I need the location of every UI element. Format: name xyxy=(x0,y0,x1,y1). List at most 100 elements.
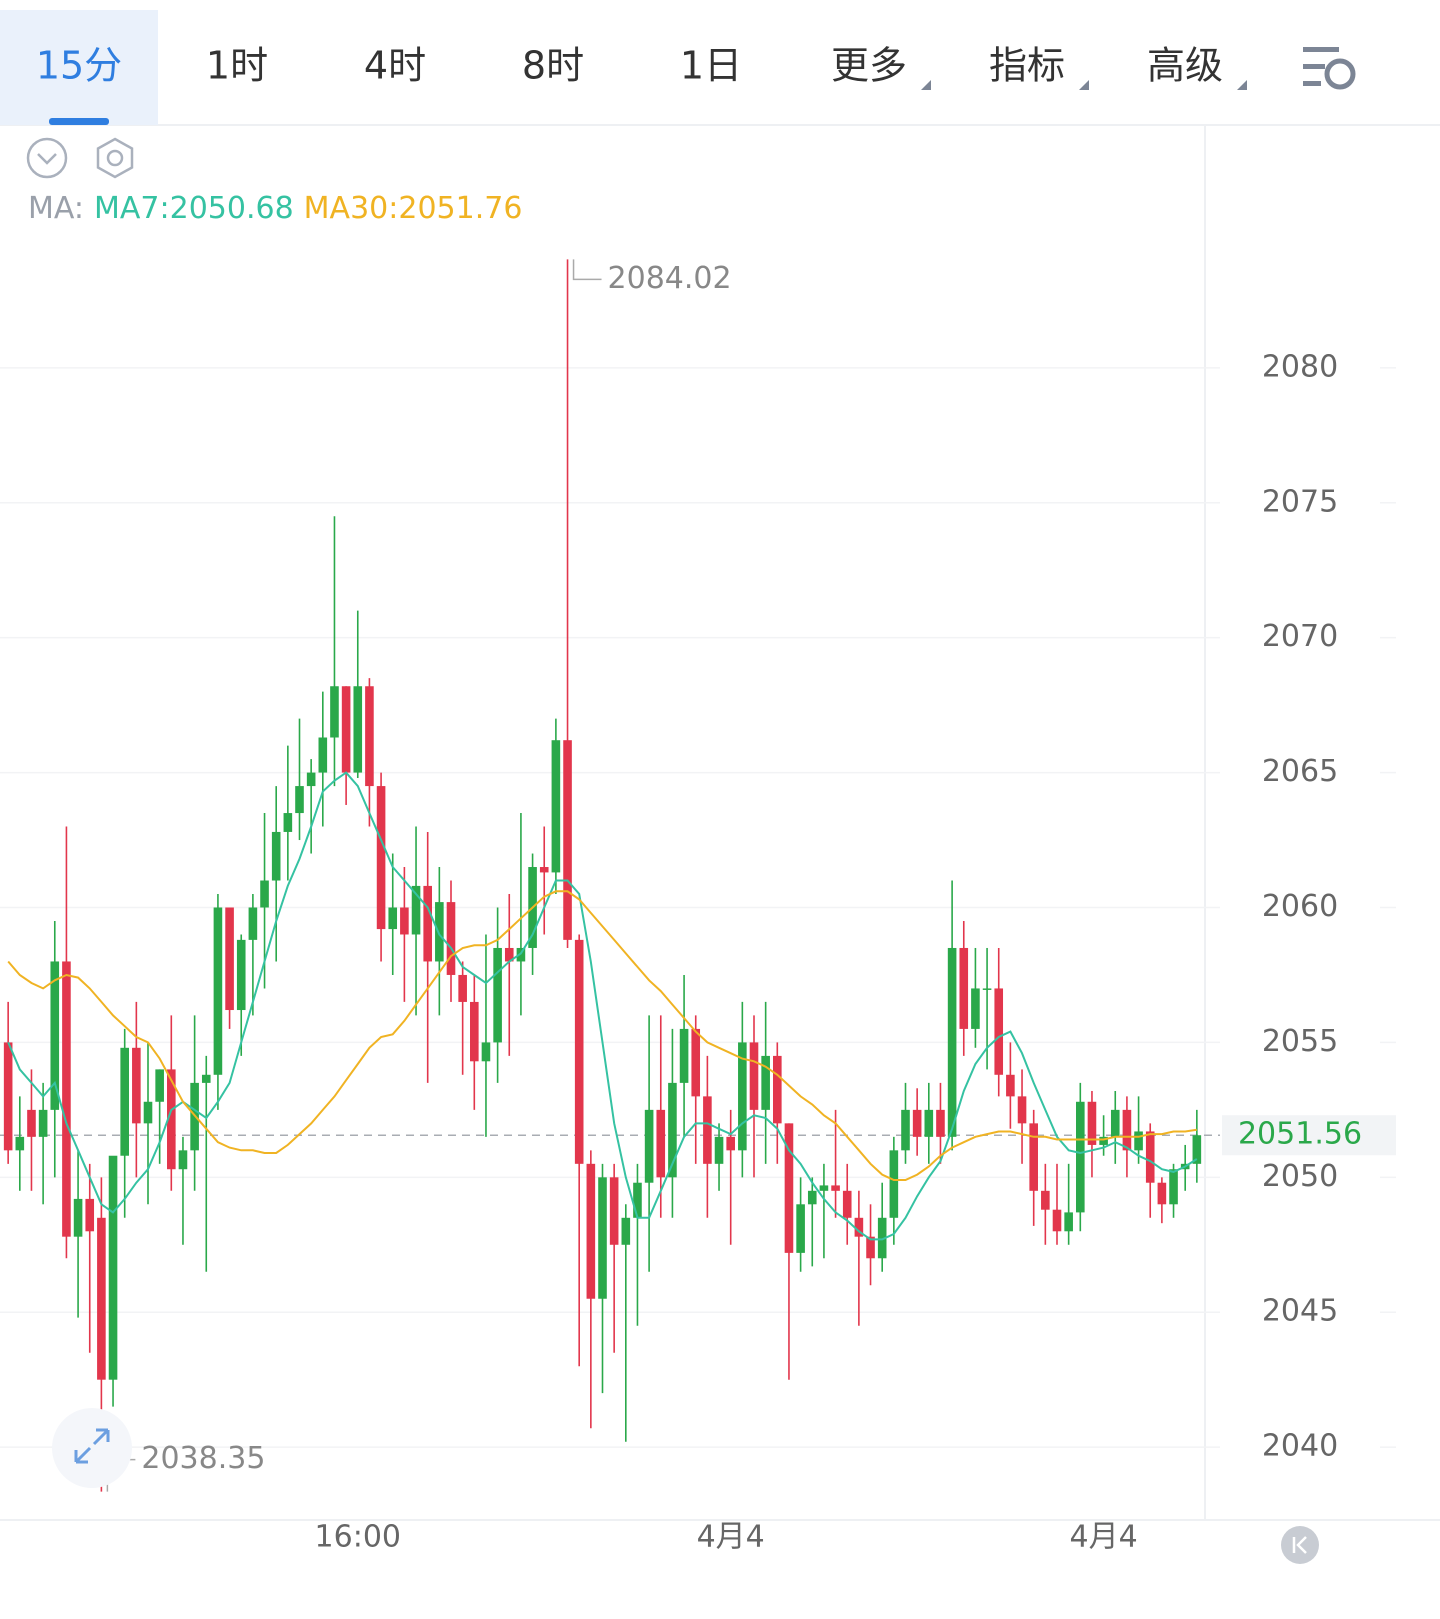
candle-body xyxy=(213,907,223,1075)
candle-body xyxy=(400,907,409,935)
candle-body xyxy=(167,1069,176,1170)
candle-body xyxy=(85,1198,95,1232)
y-tick-label: 2055 xyxy=(1262,1024,1338,1059)
settings-icon[interactable] xyxy=(1303,47,1356,90)
candle-body xyxy=(1157,1182,1167,1205)
candle-body xyxy=(691,1028,701,1097)
candle-body xyxy=(703,1096,712,1164)
candle-body xyxy=(971,988,980,1029)
candle-body xyxy=(295,786,304,814)
ma-label: MA: xyxy=(28,191,84,226)
candle-body xyxy=(738,1042,747,1151)
candle-body xyxy=(306,772,316,787)
candle-body xyxy=(353,686,363,773)
candle-body xyxy=(1041,1190,1050,1210)
candle-body xyxy=(201,1074,211,1083)
tab-label[interactable]: 更多 xyxy=(831,44,907,88)
candle-body xyxy=(504,947,514,962)
candle-body xyxy=(1052,1209,1062,1232)
candle-body xyxy=(539,867,549,873)
candle-body xyxy=(831,1185,840,1191)
active-tab-indicator xyxy=(49,118,109,125)
candle-body xyxy=(994,988,1004,1075)
candle-body xyxy=(796,1204,805,1253)
candle-body xyxy=(446,902,456,975)
tab-label[interactable]: 8时 xyxy=(522,44,584,88)
candle-body xyxy=(819,1185,829,1191)
candle-body xyxy=(470,1001,479,1062)
candle-body xyxy=(1087,1101,1097,1145)
candle-body xyxy=(73,1198,83,1237)
low-label: 2038.35 xyxy=(141,1441,265,1476)
candle-body xyxy=(260,880,269,908)
tab-bar: 15分 1时 4时 8时 1日 更多 指标 高级 xyxy=(0,10,1247,125)
candle-body xyxy=(901,1109,910,1151)
candle-body xyxy=(726,1136,735,1151)
candle-body xyxy=(388,907,398,930)
y-tick-label: 2045 xyxy=(1262,1294,1338,1329)
candle-body xyxy=(120,1047,129,1156)
tab-label[interactable]: 4时 xyxy=(364,44,426,88)
candle-body xyxy=(15,1136,25,1151)
dropdown-arrow xyxy=(1079,80,1089,90)
candle-body xyxy=(516,947,526,962)
candle-body xyxy=(609,1177,619,1245)
candle-body xyxy=(644,1109,654,1183)
settings-dot xyxy=(106,149,124,167)
active-tab-bg xyxy=(0,10,158,125)
tab-label[interactable]: 高级 xyxy=(1147,44,1223,88)
candle-body xyxy=(633,1182,642,1218)
candle-body xyxy=(1110,1109,1120,1137)
candle-body xyxy=(947,947,957,1137)
candle-body xyxy=(598,1177,607,1299)
candle-body xyxy=(656,1109,666,1178)
candle-body xyxy=(866,1236,875,1259)
icon-bar xyxy=(1303,64,1325,69)
scroll-end-button[interactable] xyxy=(1281,1526,1319,1564)
candle-body xyxy=(50,961,60,1110)
tab-label[interactable]: 1时 xyxy=(206,44,268,88)
candle-body xyxy=(225,907,234,1011)
ma-legend: MA: MA7:2050.68 MA30:2051.76 xyxy=(28,191,522,226)
candle-body xyxy=(842,1190,852,1218)
high-label: 2084.02 xyxy=(608,261,732,296)
candle-body xyxy=(784,1123,794,1253)
tab-label[interactable]: 1日 xyxy=(680,44,742,88)
expand-button[interactable] xyxy=(52,1408,132,1488)
ma-line xyxy=(7,771,1198,1241)
dropdown-arrow xyxy=(1237,80,1247,90)
candle-body xyxy=(1122,1109,1132,1151)
plot: MA: MA7:2050.68 MA30:2051.76 2040 2045 2050 20… xyxy=(0,191,1396,1555)
candle-body xyxy=(1064,1212,1073,1232)
y-tick-label: 2065 xyxy=(1262,754,1338,789)
tab-label[interactable]: 15分 xyxy=(36,44,122,88)
icon-bar xyxy=(1303,47,1339,52)
candle-body xyxy=(62,961,71,1237)
candle-body xyxy=(411,885,421,935)
candle-body xyxy=(376,786,386,930)
candle-body xyxy=(889,1150,899,1218)
candle-body xyxy=(854,1217,864,1237)
candle-body xyxy=(912,1109,922,1137)
candle-body xyxy=(1169,1169,1178,1205)
candle-body xyxy=(749,1042,759,1110)
x-tick-label: 4月4 xyxy=(697,1520,765,1555)
candle-body xyxy=(959,947,969,1029)
icon-bar xyxy=(1303,81,1321,86)
settings-button[interactable] xyxy=(96,137,134,179)
chevron xyxy=(37,153,57,165)
icon-gear xyxy=(1324,58,1356,90)
candle-body xyxy=(679,1028,689,1083)
candle-body xyxy=(1006,1074,1015,1097)
candle-body xyxy=(143,1101,153,1124)
ma-line xyxy=(7,890,1197,1181)
candle-body xyxy=(1029,1123,1038,1191)
tab-label[interactable]: 指标 xyxy=(989,44,1065,88)
high-connector xyxy=(572,259,602,281)
last-price-label: 2051.56 xyxy=(1238,1117,1362,1152)
collapse-button[interactable] xyxy=(26,137,68,179)
candle-body xyxy=(1099,1136,1108,1145)
candle-body xyxy=(330,686,339,738)
